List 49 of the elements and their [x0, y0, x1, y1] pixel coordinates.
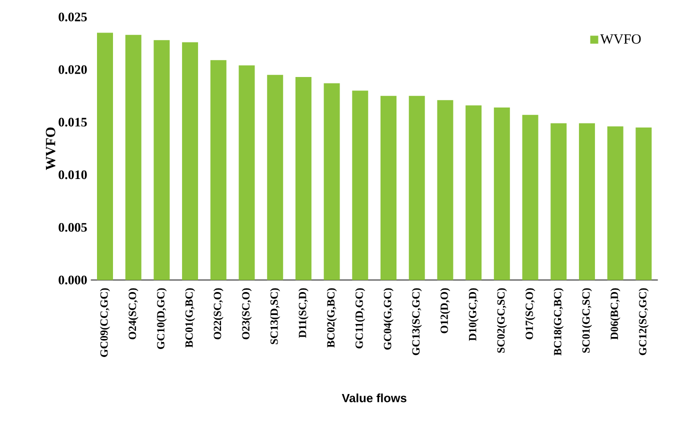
x-tick-label: GC04(G,GC) [384, 288, 394, 350]
bar [97, 32, 113, 280]
bar [494, 107, 510, 280]
legend-label: WVFO [600, 34, 641, 44]
x-tick-label: GC13(SC,GC) [412, 288, 422, 356]
bar [607, 126, 624, 280]
x-tick-label: O23(SC,O) [242, 288, 252, 340]
bar [154, 40, 170, 280]
x-tick-label: GC10(D,GC) [156, 288, 167, 350]
x-tick-label: O12(D,O) [440, 288, 450, 334]
x-tick-label: BC01(G,BC) [185, 288, 196, 348]
bar [324, 83, 340, 280]
bar [352, 90, 368, 280]
x-tick-label: BC02(G,BC) [326, 288, 337, 348]
x-tick-label: O22(SC,O) [213, 288, 224, 340]
x-tick-label: GC09(CC,GC) [100, 288, 110, 357]
bar [267, 74, 284, 280]
x-tick-label: GC12(SC,GC) [638, 288, 649, 356]
x-tick-label: SC13(D,SC) [270, 288, 280, 344]
bar [238, 65, 255, 280]
bar [522, 114, 538, 280]
x-tick-label: D11(SC,D) [298, 288, 308, 338]
bar [210, 60, 226, 280]
bar [295, 76, 312, 280]
bar [437, 100, 454, 280]
y-axis-title: WVFO [46, 127, 56, 170]
bar [408, 96, 425, 280]
bar [466, 105, 482, 280]
x-tick-label: D06(BC,D) [610, 288, 620, 340]
bar [380, 96, 397, 280]
bar [636, 127, 652, 280]
y-tick-label: 0.015 [58, 118, 87, 127]
x-tick-label: D10(GC,D) [468, 288, 479, 341]
bar [578, 123, 595, 280]
bar [550, 123, 567, 280]
x-tick-label: O24(SC,O) [128, 288, 138, 340]
y-tick-label: 0.000 [58, 276, 87, 284]
x-tick-label: SC02(GC,SC) [496, 288, 507, 353]
y-tick-label: 0.020 [58, 65, 87, 74]
x-tick-label: BC18(GC,BC) [554, 288, 564, 356]
y-tick-label: 0.010 [58, 170, 87, 180]
x-tick-label: SC01(GC,SC) [582, 288, 592, 353]
x-axis-title: Value flows [342, 394, 406, 402]
bar [125, 34, 142, 280]
x-tick-label: GC11(D,GC) [355, 288, 366, 348]
bar [182, 42, 198, 280]
y-tick-label: 0.025 [58, 12, 87, 22]
x-tick-label: O17(SC,O) [525, 288, 536, 340]
y-tick-label: 0.005 [58, 223, 87, 232]
